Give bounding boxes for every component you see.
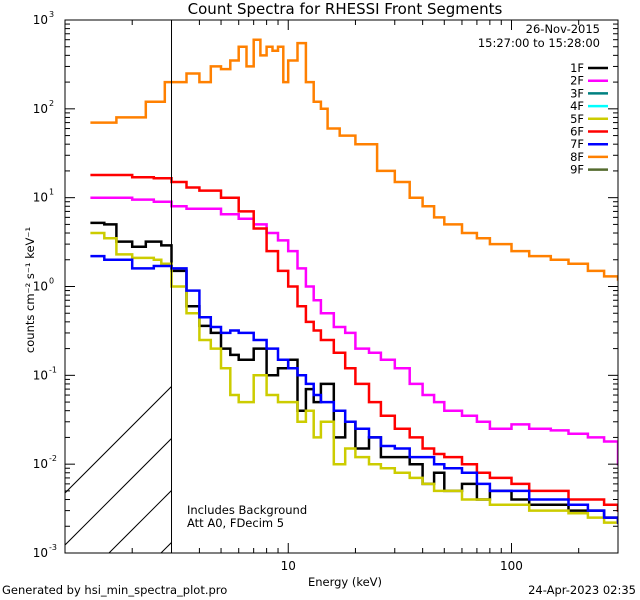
y-tick-label-base: 10 [33,546,48,560]
legend-label-4F: 4F [570,99,584,113]
hatch-line [65,385,172,494]
time-range-text: 15:27:00 to 15:28:00 [478,36,600,50]
legend-label-1F: 1F [570,61,584,75]
y-tick-label: 10 2 [33,99,54,116]
y-tick-label-base: 10 [33,368,48,382]
legend-label-8F: 8F [570,150,584,164]
y-tick-label: 10 3 [33,10,54,27]
timestamp-text: 24-Apr-2023 02:35 [528,583,636,597]
y-tick-label-exponent: -3 [49,543,57,552]
y-tick-label-exponent: 0 [49,277,54,286]
x-tick-label: 10 [281,559,296,573]
y-tick-label-exponent: -1 [49,365,57,374]
annotation-background: Includes Background [187,503,307,517]
y-tick-label-exponent: -2 [49,454,57,463]
legend-label-9F: 9F [570,163,584,177]
series-line-7F [90,254,618,524]
y-tick-label-base: 10 [33,102,48,116]
annotation-attenuator: Att A0, FDecim 5 [187,516,284,530]
y-tick-label: 10 1 [33,188,54,205]
legend-label-5F: 5F [570,112,584,126]
legend-label-3F: 3F [570,86,584,100]
y-tick-label-base: 10 [33,13,48,27]
series-layer [90,38,618,524]
legend-label-7F: 7F [570,137,584,151]
x-tick-label: 100 [500,559,523,573]
y-tick-label: 10 0 [33,277,54,294]
y-tick-label-base: 10 [33,457,48,471]
y-tick-label-exponent: 2 [49,99,54,108]
y-tick-label: 10 -1 [33,365,57,382]
series-line-8F [90,38,618,281]
series-line-6F [90,173,618,512]
y-tick-label-exponent: 3 [49,10,54,19]
generated-by-text: Generated by hsi_min_spectra_plot.pro [2,583,227,597]
legend-label-2F: 2F [570,74,584,88]
series-line-5F [90,231,618,524]
y-axis-label: counts cm⁻² s⁻¹ keV⁻¹ [23,227,37,353]
hatched-region [65,385,172,553]
hatch-line [65,437,172,546]
chart-title: Count Spectra for RHESSI Front Segments [188,0,503,18]
x-axis-label: Energy (keV) [308,575,382,589]
y-tick-label: 10 -2 [33,454,57,471]
series-line-2F [90,196,618,466]
y-tick-label: 10 -3 [33,543,57,560]
date-text: 26-Nov-2015 [526,22,600,36]
y-tick-label-exponent: 1 [49,188,54,197]
y-tick-label-base: 10 [33,191,48,205]
legend-label-6F: 6F [570,125,584,139]
y-tick-label-base: 10 [33,280,48,294]
